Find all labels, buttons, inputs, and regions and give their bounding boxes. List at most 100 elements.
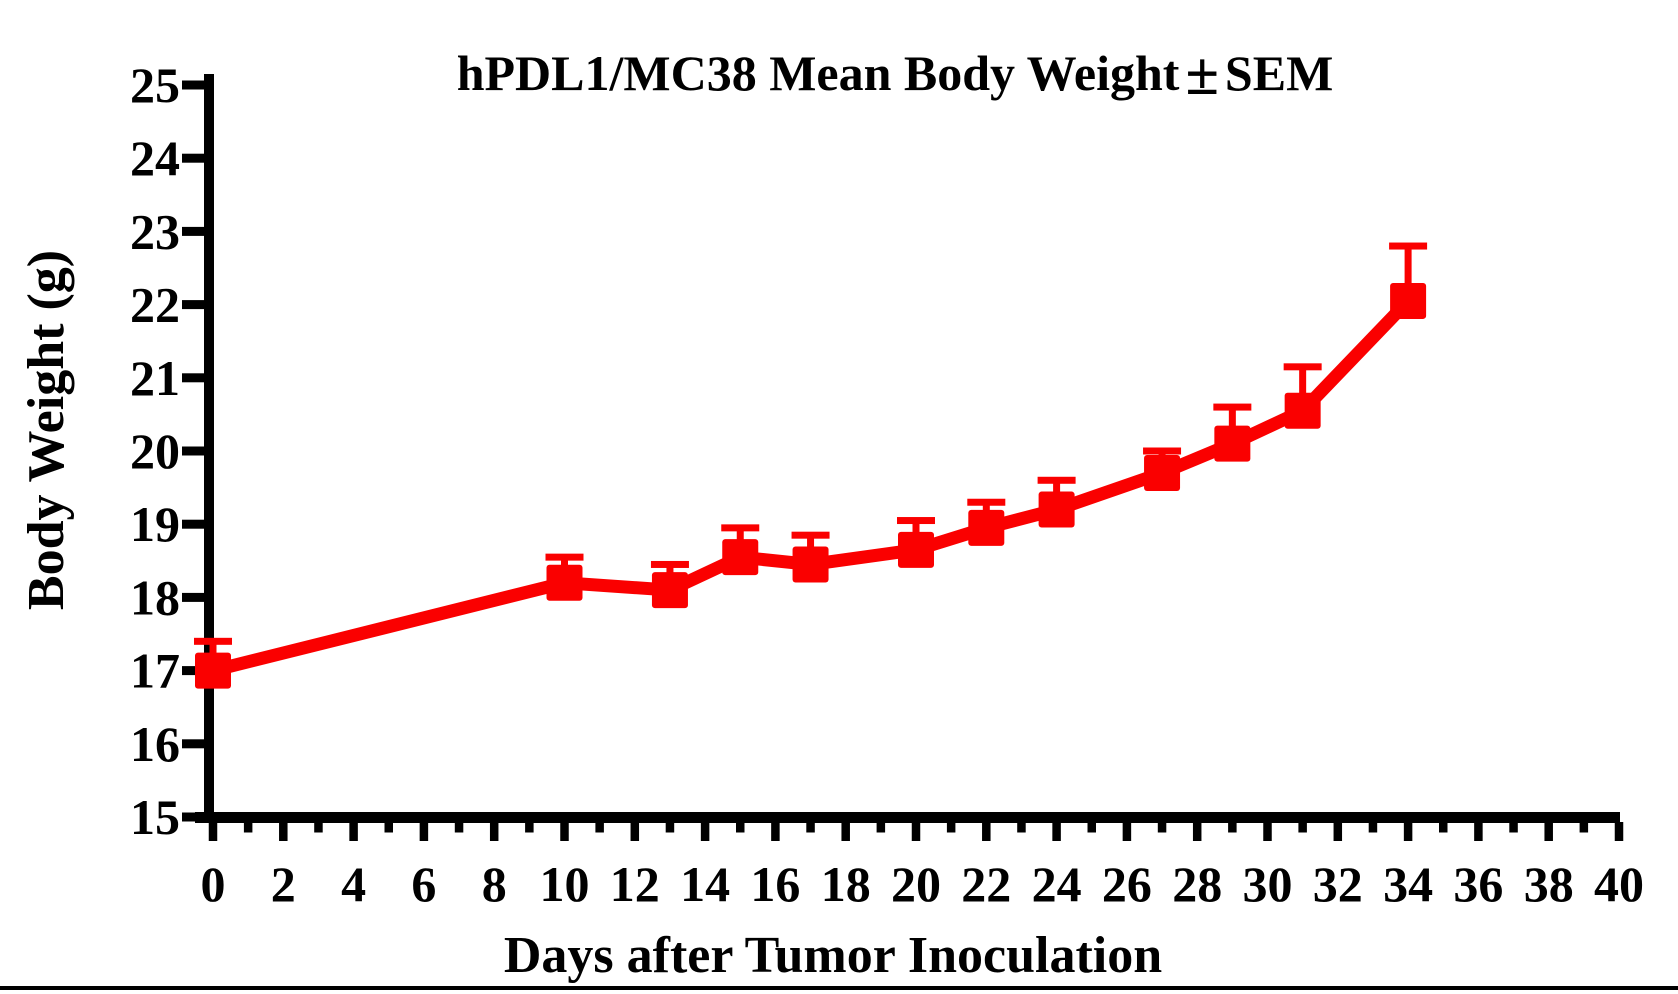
x-tick-label: 10 [540,856,590,912]
y-tick-label: 16 [130,716,180,772]
y-tick [182,300,204,310]
x-tick-label: 14 [680,856,730,912]
x-major-tick [1333,822,1343,841]
x-minor-tick [1087,822,1096,833]
x-tick-label: 40 [1594,856,1644,912]
x-tick-label: 26 [1102,856,1152,912]
y-tick-label: 21 [130,350,180,406]
error-bar-cap [650,560,689,568]
x-major-tick [911,822,921,841]
x-major-tick [700,822,710,841]
x-minor-tick [595,822,604,833]
x-major-tick [279,822,288,841]
x-tick-label: 8 [482,856,507,912]
data-point-marker [792,546,829,583]
y-tick [182,592,204,602]
error-bar-cap [1389,242,1428,250]
y-tick [182,739,204,749]
x-minor-tick [1439,822,1448,833]
x-major-tick [771,822,780,841]
y-tick [182,226,204,236]
y-tick-label: 18 [130,569,180,625]
y-tick [182,519,204,529]
x-minor-tick [946,822,956,833]
x-minor-tick [1509,822,1518,833]
error-bar-stem [1299,366,1307,411]
x-minor-tick [1368,822,1378,833]
x-minor-tick [1579,822,1589,833]
x-major-tick [1192,822,1202,841]
x-minor-tick [1228,822,1237,833]
x-minor-tick [665,822,675,833]
series-line [211,296,1413,677]
error-bar-cap [1213,403,1252,411]
data-point-marker [546,564,583,601]
x-tick-label: 20 [891,856,941,912]
x-major-tick [841,822,850,841]
x-minor-tick [1298,822,1307,833]
data-point-marker [968,509,1005,546]
x-major-tick [1052,822,1061,841]
x-tick-label: 22 [961,856,1011,912]
error-bar-cap [791,531,830,539]
x-minor-tick [314,822,323,833]
data-point-marker [1144,454,1181,491]
data-point-marker [898,531,934,568]
data-point-marker [195,652,231,689]
x-major-tick [1403,822,1413,841]
y-tick-label: 22 [130,277,180,333]
error-bar-cap [194,637,232,645]
x-major-tick [560,822,569,841]
x-tick-label: 16 [750,856,800,912]
x-tick-label: 12 [610,856,660,912]
chart-title-text: hPDL1/MC38 Mean Body Weight [456,45,1180,101]
y-tick-label: 23 [130,203,180,259]
x-major-tick [1263,822,1272,841]
data-point-marker [651,572,688,609]
x-minor-tick [1017,822,1026,833]
error-bar-cap [721,524,760,532]
y-tick-label: 20 [130,423,180,479]
x-tick-label: 0 [201,856,226,912]
x-tick-label: 36 [1453,856,1503,912]
error-bar-cap [545,553,584,561]
error-bar-cap [1037,476,1076,484]
x-tick-label: 30 [1243,856,1293,912]
error-bar-stem [1404,246,1412,301]
x-minor-tick [806,822,815,833]
y-tick [182,666,204,676]
x-minor-tick [243,822,253,833]
x-major-tick [1544,822,1553,841]
x-tick-label: 34 [1383,856,1433,912]
error-bar-cap [1283,363,1322,371]
data-point-marker [1214,425,1251,462]
x-major-tick [489,822,499,841]
plus-minus-symbol: ± [1185,41,1219,108]
chart-title: hPDL1/MC38 Mean Body Weight± SEM [260,40,1530,110]
x-tick-label: 4 [341,856,366,912]
chart-title-suffix: SEM [1224,45,1334,101]
data-point-marker [1390,282,1427,319]
y-tick [182,812,204,822]
data-point-marker [1038,491,1075,528]
y-axis-spine [204,74,214,823]
x-major-tick [1122,822,1132,841]
y-tick-label: 19 [130,496,180,552]
x-major-tick [982,822,991,841]
error-bar-cap [1143,447,1182,455]
x-tick-label: 24 [1032,856,1082,912]
x-tick-label: 28 [1172,856,1222,912]
x-major-tick [419,822,429,841]
x-axis-label: Days after Tumor Inoculation [503,927,1163,984]
y-tick [182,153,204,163]
error-bar-cap [967,498,1006,506]
x-major-tick [208,822,218,841]
error-bar-cap [897,517,935,525]
y-tick-label: 17 [130,643,180,699]
x-minor-tick [1157,822,1167,833]
y-tick-label: 15 [130,789,180,845]
x-tick-label: 2 [271,856,296,912]
x-tick-label: 32 [1313,856,1363,912]
y-tick [182,80,204,90]
